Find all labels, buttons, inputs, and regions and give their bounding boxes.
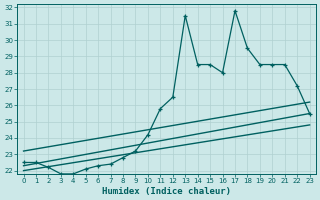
X-axis label: Humidex (Indice chaleur): Humidex (Indice chaleur) <box>102 187 231 196</box>
